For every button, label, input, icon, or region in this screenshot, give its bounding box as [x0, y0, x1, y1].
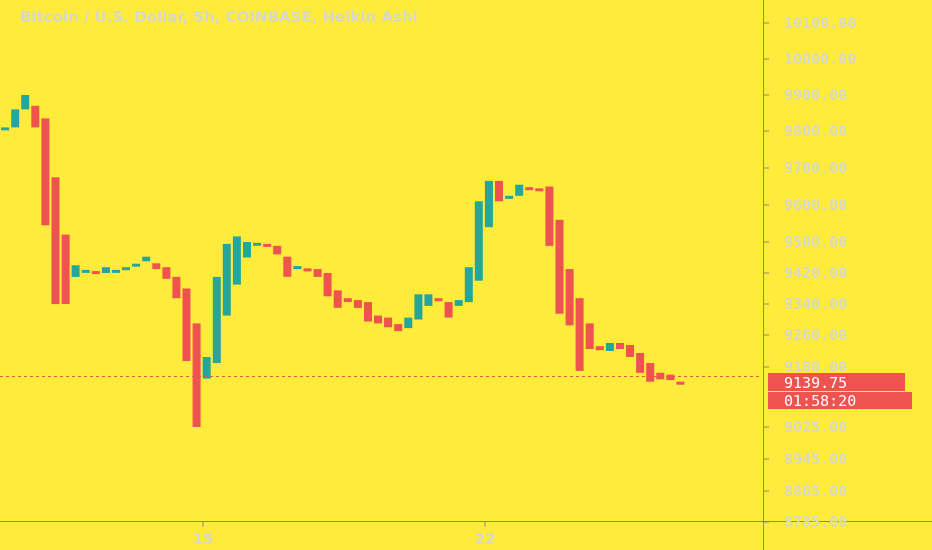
countdown-label: 01:58:20: [768, 392, 912, 410]
candle: [364, 302, 372, 322]
candle: [585, 323, 594, 349]
candle: [464, 267, 473, 303]
candle: [162, 267, 171, 279]
candle: [172, 276, 181, 299]
y-tick-label: 8945.00: [784, 450, 847, 468]
y-tick-label: 9800.00: [784, 122, 847, 140]
candle: [444, 302, 453, 318]
candle: [374, 315, 382, 324]
candle: [1, 127, 10, 131]
candle: [404, 317, 413, 329]
y-tick-label: 10100.00: [784, 14, 856, 32]
candle: [565, 269, 574, 326]
candle: [21, 95, 30, 110]
candle: [142, 256, 151, 262]
candle: [676, 381, 685, 385]
candle: [505, 195, 514, 199]
chart-title: Bitcoin / U.S. Dollar, 5h, COINBASE, Hei…: [20, 8, 418, 26]
y-tick-label: 9600.00: [784, 196, 847, 214]
candle: [192, 323, 201, 427]
x-tick-label: 22: [475, 530, 496, 548]
candle: [253, 242, 262, 246]
candle: [454, 300, 463, 306]
candle: [273, 245, 282, 255]
candle: [666, 374, 675, 381]
candle: [11, 109, 20, 128]
candle: [636, 353, 645, 373]
y-tick-label: 9900.00: [784, 86, 847, 104]
candle: [81, 269, 90, 273]
candle: [474, 201, 483, 281]
candle: [605, 343, 614, 351]
candle: [283, 256, 292, 277]
candle: [595, 346, 604, 351]
candle: [484, 180, 493, 228]
y-tick-label: 9180.00: [784, 358, 847, 376]
candle: [122, 267, 130, 271]
candle: [343, 298, 352, 303]
candle: [263, 243, 272, 247]
last-price-label-bg: [768, 373, 905, 391]
candle: [202, 357, 211, 379]
candle: [303, 268, 312, 272]
y-tick-label: 9025.00: [784, 418, 847, 436]
candle: [101, 267, 110, 273]
candle: [232, 236, 241, 285]
candle: [414, 294, 423, 320]
candle: [424, 294, 433, 306]
y-tick-label: 9260.00: [784, 326, 847, 344]
y-tick-label: 9340.00: [784, 295, 847, 313]
candle: [616, 343, 624, 349]
candle: [182, 288, 191, 361]
price-axis[interactable]: 10100.00 10000.00 9900.00 9800.00 9700.00 960…: [763, 14, 856, 531]
candle: [61, 234, 70, 304]
candle: [132, 263, 141, 267]
y-tick-label: 9500.00: [784, 233, 847, 251]
candle: [212, 276, 221, 363]
y-tick-label: 8865.00: [784, 482, 847, 500]
y-tick-label: 9420.00: [784, 264, 847, 282]
candle: [535, 188, 544, 192]
candle: [555, 219, 564, 314]
candle: [575, 298, 584, 371]
y-tick-label: 8785.00: [784, 513, 847, 531]
candle: [434, 298, 443, 302]
candle: [515, 184, 524, 196]
candle: [646, 363, 655, 382]
candle: [626, 345, 634, 357]
last-price-value: 9139.75: [784, 374, 847, 392]
candle: [384, 317, 393, 328]
candle: [313, 269, 322, 277]
candles-layer: [1, 95, 685, 427]
countdown-label-bg: [768, 392, 912, 409]
candle: [293, 266, 302, 270]
candle: [51, 177, 60, 305]
candle: [495, 180, 503, 202]
candle: [394, 324, 403, 332]
y-tick-label: 9700.00: [784, 159, 847, 177]
candle: [353, 300, 362, 308]
candle: [152, 263, 161, 270]
candle: [222, 243, 231, 316]
y-tick-label: 10000.00: [784, 50, 856, 68]
countdown-value: 01:58:20: [784, 392, 856, 410]
candle: [71, 265, 80, 277]
candle: [323, 273, 332, 297]
time-axis[interactable]: 15 22: [193, 521, 496, 548]
candle: [525, 187, 534, 191]
candle: [545, 186, 554, 246]
candle: [41, 118, 50, 226]
candle: [333, 290, 342, 308]
last-price-label: 9139.75: [768, 373, 905, 392]
candle: [91, 271, 100, 275]
candle: [112, 269, 120, 273]
x-tick-label: 15: [193, 530, 214, 548]
candle: [31, 105, 40, 128]
candle: [243, 242, 251, 258]
